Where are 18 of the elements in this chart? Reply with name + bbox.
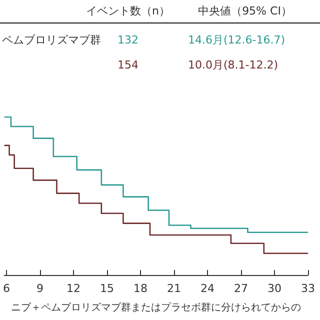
text: 14.6月(12.6-16.7) (188, 34, 286, 46)
x-tick-label: 21 (167, 282, 181, 295)
text: イベント数（n） (86, 4, 170, 18)
x-tick-label: 15 (100, 282, 114, 295)
x-tick-label: 30 (268, 282, 282, 295)
text: 中央値（95% CI） (198, 4, 292, 18)
text: ペムブロリズマブ群 (2, 34, 101, 46)
x-tick-label: 9 (36, 282, 44, 295)
x-axis-title: ニブ＋ペムブロリズマブ群またはプラセボ群に分けられてからの (11, 302, 302, 314)
text: 132 (118, 34, 138, 46)
x-tick-label: 27 (234, 282, 248, 295)
text: 154 (118, 58, 138, 72)
x-tick-label: 33 (301, 282, 315, 295)
x-tick-label: 6 (3, 282, 10, 295)
x-tick-label: 18 (134, 282, 148, 295)
x-tick-label: 24 (200, 282, 214, 295)
text: 10.0月(8.1-12.2) (188, 58, 278, 72)
x-tick-label: 12 (66, 282, 80, 295)
